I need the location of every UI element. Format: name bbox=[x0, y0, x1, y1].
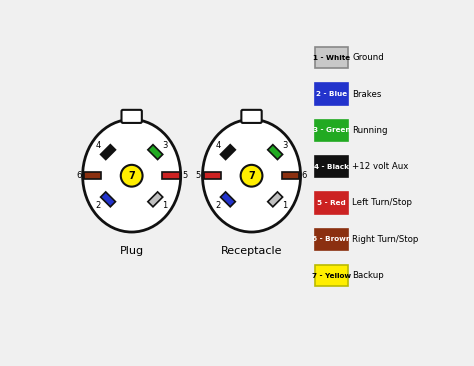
Text: 5 - Red: 5 - Red bbox=[317, 200, 346, 206]
Text: 4 - Black: 4 - Black bbox=[314, 164, 349, 170]
FancyBboxPatch shape bbox=[315, 83, 348, 105]
Text: 1: 1 bbox=[163, 201, 168, 210]
Polygon shape bbox=[84, 172, 101, 179]
Text: 6: 6 bbox=[302, 171, 307, 180]
Text: 3: 3 bbox=[282, 141, 288, 150]
Text: 4: 4 bbox=[96, 141, 101, 150]
Text: 2: 2 bbox=[216, 201, 221, 210]
Polygon shape bbox=[148, 192, 163, 207]
Text: Running: Running bbox=[352, 126, 388, 135]
FancyBboxPatch shape bbox=[315, 120, 348, 141]
Ellipse shape bbox=[202, 119, 301, 232]
FancyBboxPatch shape bbox=[121, 110, 142, 123]
Text: 5: 5 bbox=[182, 171, 187, 180]
Text: Right Turn/Stop: Right Turn/Stop bbox=[352, 235, 419, 244]
Polygon shape bbox=[282, 172, 300, 179]
Text: Brakes: Brakes bbox=[352, 90, 382, 98]
Polygon shape bbox=[148, 145, 163, 160]
Polygon shape bbox=[220, 192, 236, 207]
Polygon shape bbox=[220, 145, 236, 160]
Polygon shape bbox=[162, 172, 180, 179]
Text: 4: 4 bbox=[216, 141, 221, 150]
Ellipse shape bbox=[82, 119, 181, 232]
FancyBboxPatch shape bbox=[315, 265, 348, 286]
Circle shape bbox=[121, 165, 143, 187]
Text: 3 - Green: 3 - Green bbox=[313, 127, 350, 133]
Text: Backup: Backup bbox=[352, 271, 384, 280]
Text: 7: 7 bbox=[128, 171, 135, 181]
FancyBboxPatch shape bbox=[315, 47, 348, 68]
FancyBboxPatch shape bbox=[315, 193, 348, 213]
Polygon shape bbox=[100, 192, 116, 207]
Text: 1 - White: 1 - White bbox=[313, 55, 350, 61]
Circle shape bbox=[241, 165, 263, 187]
Text: 5: 5 bbox=[196, 171, 201, 180]
Polygon shape bbox=[100, 145, 116, 160]
Text: 6 - Brown: 6 - Brown bbox=[312, 236, 351, 242]
Text: +12 volt Aux: +12 volt Aux bbox=[352, 162, 409, 171]
Text: Receptacle: Receptacle bbox=[221, 246, 283, 256]
Text: 7: 7 bbox=[248, 171, 255, 181]
Text: 7 - Yellow: 7 - Yellow bbox=[312, 273, 351, 279]
Text: Left Turn/Stop: Left Turn/Stop bbox=[352, 198, 412, 208]
FancyBboxPatch shape bbox=[241, 110, 262, 123]
Text: Ground: Ground bbox=[352, 53, 384, 62]
Polygon shape bbox=[268, 192, 283, 207]
Polygon shape bbox=[204, 172, 221, 179]
FancyBboxPatch shape bbox=[315, 156, 348, 177]
Text: 1: 1 bbox=[283, 201, 288, 210]
FancyBboxPatch shape bbox=[315, 229, 348, 250]
Text: 6: 6 bbox=[76, 171, 82, 180]
Text: 2 - Blue: 2 - Blue bbox=[316, 91, 347, 97]
Text: Plug: Plug bbox=[119, 246, 144, 256]
Text: 3: 3 bbox=[163, 141, 168, 150]
Polygon shape bbox=[268, 145, 283, 160]
Text: 2: 2 bbox=[96, 201, 101, 210]
